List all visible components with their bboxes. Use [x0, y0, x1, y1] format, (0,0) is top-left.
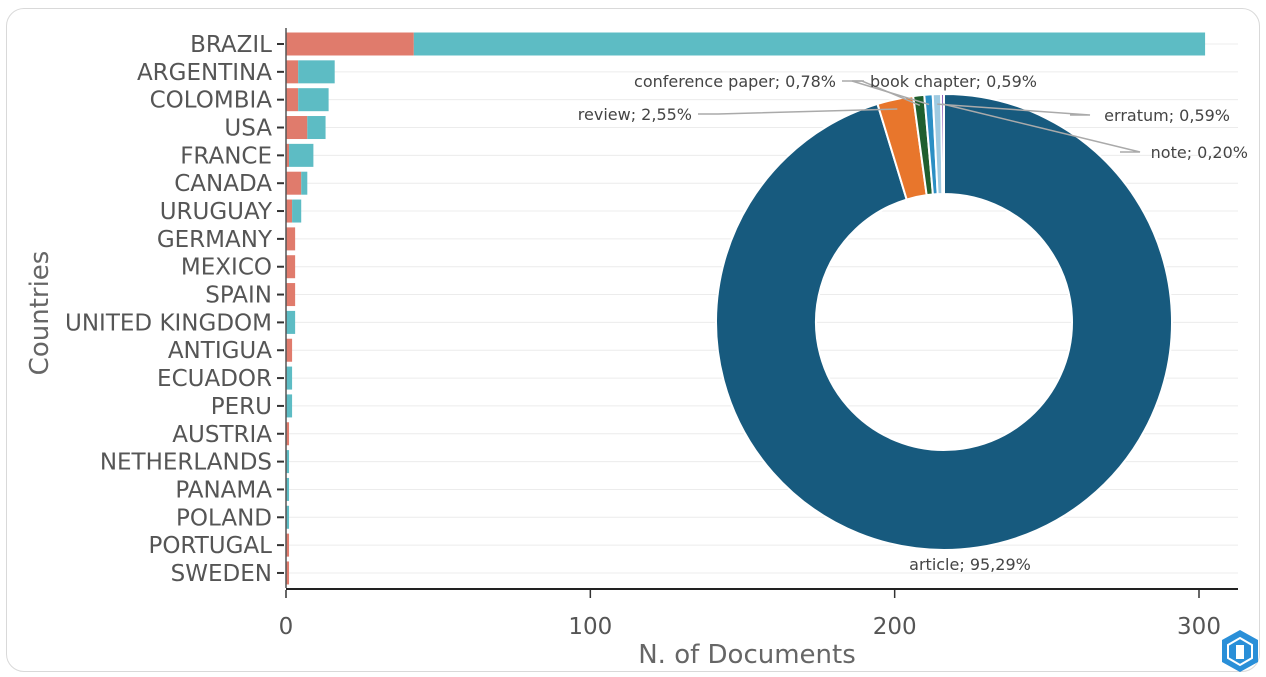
y-tick-label: ECUADOR [157, 366, 272, 392]
bar-canada-series-2 [301, 171, 308, 195]
donut-label: erratum; 0,59% [1104, 106, 1230, 125]
donut-label: article; 95,29% [909, 555, 1031, 574]
x-tick-label: 100 [568, 614, 612, 640]
y-tick-label: BRAZIL [190, 32, 272, 58]
bar-sweden-series-1 [286, 561, 290, 585]
bar-brazil-series-1 [286, 32, 414, 56]
donut-label: conference paper; 0,78% [634, 72, 836, 91]
y-tick-label: ARGENTINA [137, 60, 272, 86]
y-tick-label: MEXICO [181, 255, 272, 281]
donut-label: note; 0,20% [1151, 143, 1248, 162]
bar-united-kingdom-series-2 [286, 310, 296, 334]
donut-leader-line [942, 103, 1141, 153]
y-tick-label: PANAMA [175, 477, 272, 503]
bars [286, 32, 1206, 585]
bar-colombia-series-1 [286, 88, 299, 112]
donut-label: review; 2,55% [578, 105, 692, 124]
y-tick-label: URUGUAY [160, 199, 273, 225]
bar-france-series-1 [286, 143, 290, 167]
bar-france-series-2 [289, 143, 314, 167]
y-tick-label: FRANCE [180, 143, 272, 169]
bar-netherlands-series-2 [286, 450, 290, 474]
x-tick-label: 200 [873, 614, 917, 640]
y-tick-label: AUSTRIA [172, 422, 272, 448]
bar-canada-series-1 [286, 171, 302, 195]
y-tick-label: PORTUGAL [148, 533, 272, 559]
bar-colombia-series-2 [298, 88, 329, 112]
logo-figure [1236, 645, 1244, 659]
bar-spain-series-1 [286, 283, 296, 307]
y-tick-label: PERU [211, 394, 272, 420]
chart-card [6, 8, 1260, 672]
donut-leader-line [937, 103, 1091, 116]
y-axis-title: Countries [25, 251, 55, 376]
document-type-donut: article; 95,29% review; 2,55% conference p… [578, 72, 1248, 574]
y-tick-labels: BRAZILARGENTINACOLOMBIAUSAFRANCECANADAUR… [65, 32, 284, 587]
bar-portugal-series-1 [286, 533, 290, 557]
bar-usa-series-1 [286, 116, 308, 140]
bar-ecuador-series-2 [286, 366, 293, 390]
logo-hexagon-inner [1227, 636, 1253, 667]
bar-uruguay-series-1 [286, 199, 293, 223]
bar-poland-series-2 [286, 505, 290, 529]
x-tick-label: 300 [1177, 614, 1221, 640]
y-tick-label: SPAIN [205, 283, 272, 309]
app-logo [1222, 630, 1258, 672]
y-tick-label: COLOMBIA [150, 88, 273, 114]
bar-panama-series-2 [286, 477, 290, 501]
bar-mexico-series-1 [286, 255, 296, 279]
bar-usa-series-2 [307, 116, 326, 140]
x-axis-title: N. of Documents [638, 640, 856, 670]
y-tick-label: UNITED KINGDOM [65, 310, 272, 336]
y-tick-label: ANTIGUA [168, 338, 272, 364]
donut-label: book chapter; 0,59% [870, 72, 1037, 91]
donut-leader-line [698, 108, 898, 115]
bar-peru-series-2 [286, 394, 293, 418]
x-axis: 0 100 200 300 [279, 28, 1238, 640]
bar-argentina-series-1 [286, 60, 299, 84]
y-tick-label: POLAND [176, 505, 272, 531]
y-tick-label: NETHERLANDS [100, 450, 272, 476]
bar-uruguay-series-2 [292, 199, 302, 223]
x-tick-label: 0 [279, 614, 294, 640]
bar-austria-series-1 [286, 422, 290, 446]
bar-argentina-series-2 [298, 60, 335, 84]
donut-slice-article [715, 92, 1173, 551]
y-tick-label: CANADA [174, 171, 272, 197]
bar-brazil-series-2 [413, 32, 1206, 56]
y-tick-label: USA [224, 116, 272, 142]
bar-antigua-series-1 [286, 338, 293, 362]
y-tick-label: GERMANY [157, 227, 273, 253]
donut-leader-line [851, 80, 930, 106]
donut-slice-note [940, 92, 945, 196]
bar-germany-series-1 [286, 227, 296, 251]
y-tick-label: SWEDEN [171, 561, 272, 587]
